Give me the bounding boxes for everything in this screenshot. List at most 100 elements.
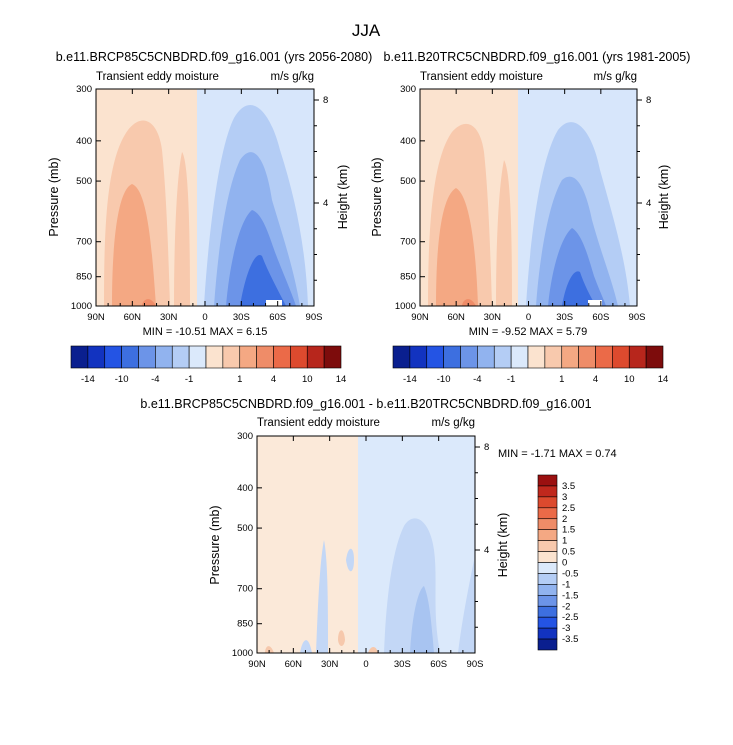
x-tick-label: 60S [269,312,286,323]
colorbar-box [578,345,596,369]
colorbar-box [323,345,342,369]
colorbar-box [290,345,308,369]
contour-pos-b [338,630,345,646]
colorbar-box [537,605,558,618]
colorbar: -14 -10 -4 -1 1 4 10 14 [70,345,346,385]
contour-pos-3 [142,299,156,306]
colorbar-label: 10 [624,374,635,385]
contour-field [420,89,637,306]
x-tick-label: 0 [363,659,368,670]
x-tick-label: 60S [592,312,609,323]
colorbar-box [537,518,558,530]
x-tick-label: 60N [124,312,142,323]
x-tick-label: 90S [467,659,484,670]
contour-neg-e [346,548,354,572]
y-tick-label: 500 [237,523,253,534]
contour-pos-2 [112,184,156,306]
y-tick-label: 300 [237,431,253,442]
colorbar-label: -2 [562,601,570,612]
x-tick-label: 60N [285,659,303,670]
colorbar-label: 2 [562,514,567,525]
y2-axis-title: Height (km) [336,165,350,230]
colorbar-box [70,345,89,369]
colorbar-box [537,540,558,552]
y2-tick-label: 4 [323,198,328,209]
colorbar-box [527,345,546,369]
colorbar-box [537,573,558,585]
stats-label: MIN = -1.71 MAX = 0.74 [498,448,617,460]
x-tick-label: 60N [447,312,465,323]
colorbar-box [537,562,558,574]
contour-missing-gap [266,300,282,306]
colorbar-label: 3.5 [562,481,575,492]
colorbar-box [443,345,461,369]
colorbar-box [409,345,428,369]
colorbar-label: -0.5 [562,568,578,579]
contour-neg-c [458,560,475,653]
contour-pos-3 [462,299,476,306]
y-tick-label: 850 [76,272,92,283]
y2-tick-label: 8 [323,95,328,106]
colorbar-box [239,345,257,369]
colorbar-box [537,638,558,651]
panel-historical: b.e11.B20TRC5CNBDRD.f09_g16.001 (yrs 198… [370,50,690,385]
figure-title: JJA [352,21,381,40]
colorbar-label: 1 [559,374,564,385]
colorbar-box [273,345,291,369]
colorbar-box [595,345,613,369]
y-tick-label: 400 [76,136,92,147]
colorbar-label: 1 [562,536,567,547]
contour-bg-positive [257,436,358,653]
colorbar-label: -1 [507,374,515,385]
contour-pos-1b [174,152,190,306]
colorbar-box [537,584,558,596]
colorbar-box [537,595,558,607]
colorbar-box [561,345,579,369]
colorbar-box [121,345,139,369]
x-tick-label: 90N [248,659,266,670]
colorbar-label: 10 [302,374,313,385]
x-tick-label: 30S [394,659,411,670]
panel-title: b.e11.B20TRC5CNBDRD.f09_g16.001 (yrs 198… [384,50,691,64]
contour-missing-gap [588,300,602,306]
y-tick-label: 700 [237,584,253,595]
x-tick-label: 30N [484,312,502,323]
stats-label: MIN = -10.51 MAX = 6.15 [143,326,268,338]
stats-label: MIN = -9.52 MAX = 5.79 [469,326,588,338]
colorbar-box [612,345,630,369]
colorbar-box [460,345,478,369]
x-tick-label: 30N [160,312,178,323]
y-axis-title: Pressure (mb) [370,157,384,236]
contour-neg-f [300,640,312,653]
colorbar-label: 0 [562,558,567,569]
panel-title: b.e11.BRCP85C5CNBDRD.f09_g16.001 (yrs 20… [56,50,373,64]
x-tick-label: 90N [411,312,429,323]
y-tick-label: 1000 [232,648,253,659]
colorbar-label: 0.5 [562,547,575,558]
contour-field [96,89,314,306]
colorbar-label: -3.5 [562,634,578,645]
panel-title: b.e11.BRCP85C5CNBDRD.f09_g16.001 - b.e11… [140,397,591,411]
y2-tick-label: 4 [484,545,489,556]
x-axis: 90N 60N 30N 0 30S 60S 90S [87,89,322,323]
panel-left-label: Transient eddy moisture [96,71,219,83]
colorbar-box [104,345,122,369]
contour-pos-a [265,646,274,653]
colorbar: -14 -10 -4 -1 1 4 10 14 [392,345,668,385]
y2-axis-title: Height (km) [496,513,510,578]
contour-pos-c [368,646,378,653]
colorbar-label: 4 [271,374,276,385]
colorbar-box [188,345,207,369]
y2-tick-label: 8 [484,442,489,453]
panel-units-label: m/s g/kg [432,417,475,429]
colorbar-box [537,474,558,487]
y-tick-label: 1000 [71,301,92,312]
colorbar-box [510,345,529,369]
x-tick-label: 90S [306,312,323,323]
colorbar-box [544,345,563,369]
y-axis-title: Pressure (mb) [47,157,61,236]
colorbar-box [537,485,558,498]
colorbar-label: -1.5 [562,590,578,601]
y-axis-title: Pressure (mb) [208,505,222,584]
y-tick-label: 300 [400,84,416,95]
